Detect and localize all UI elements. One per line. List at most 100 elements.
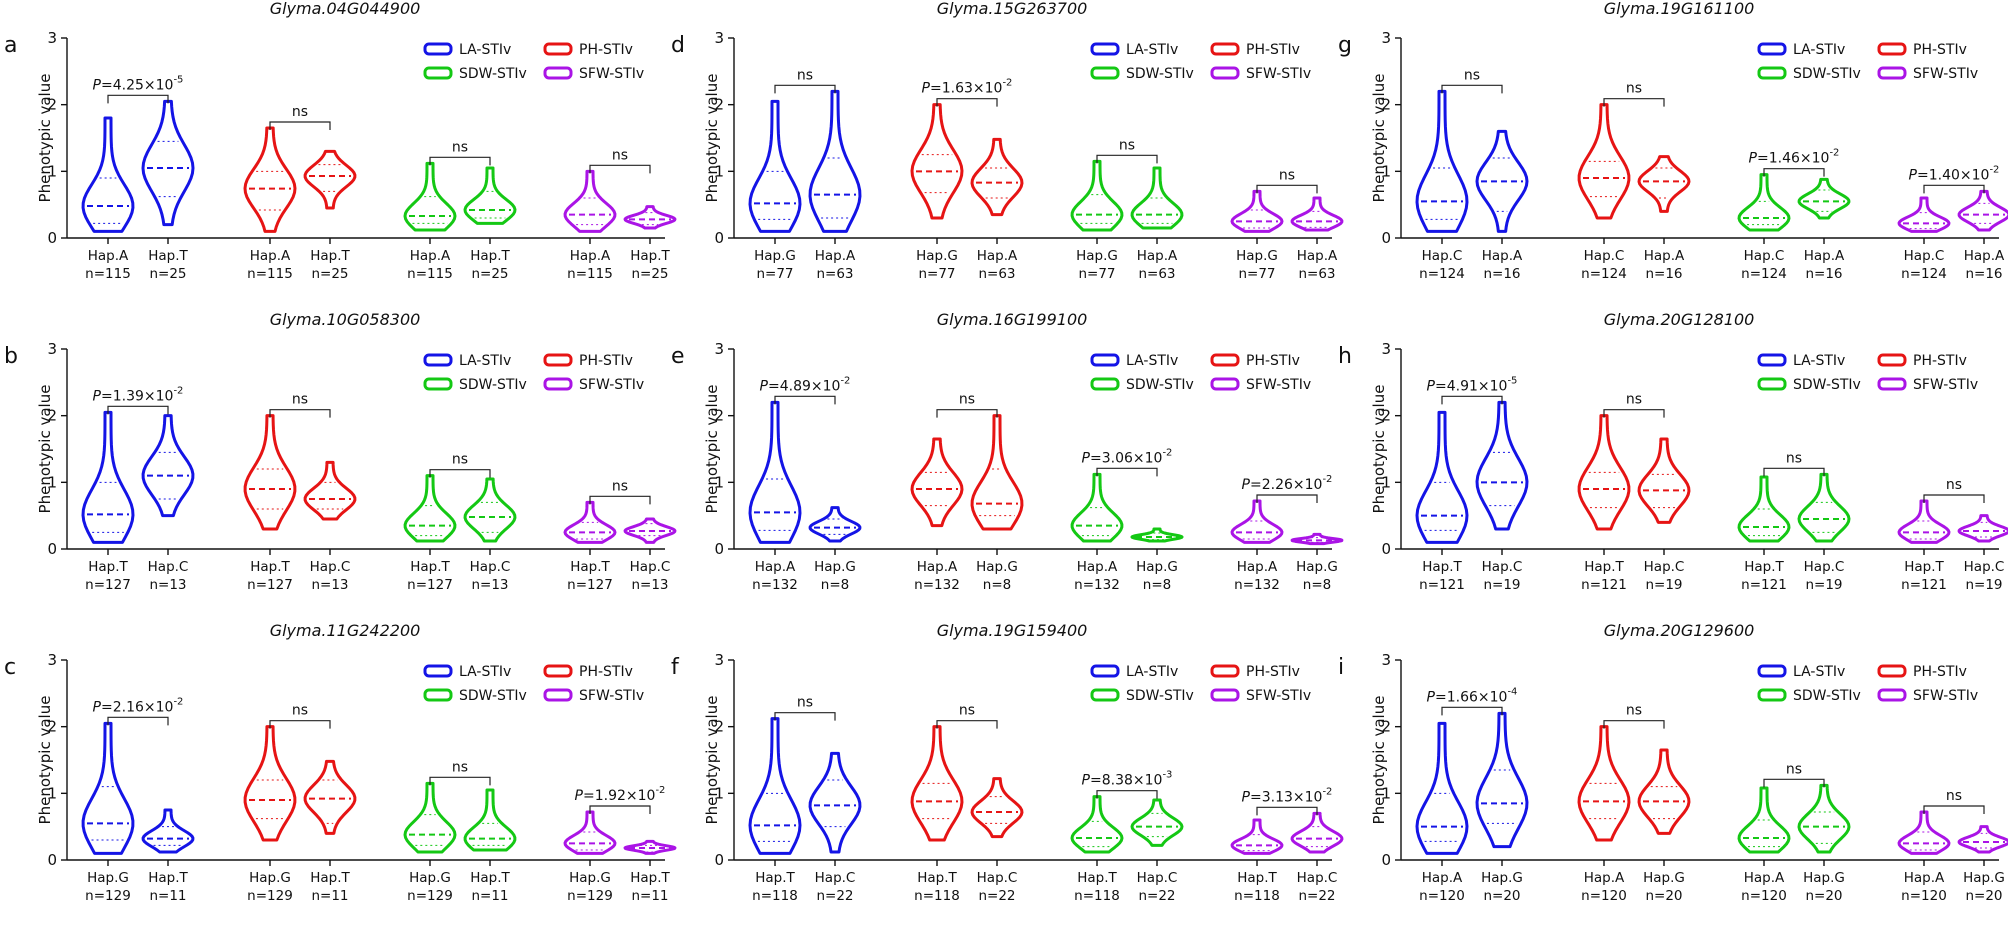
- panel-title: Glyma.15G263700: [937, 0, 1088, 18]
- legend-swatch: [1210, 377, 1240, 391]
- panel-title: Glyma.19G159400: [937, 621, 1088, 640]
- legend-swatch: [1757, 42, 1787, 56]
- sample-size-label: n=120: [1419, 888, 1465, 904]
- legend-label: SDW-STIv: [459, 66, 527, 82]
- violin-sfw-stiv-2: [623, 517, 677, 544]
- sample-size-label: n=8: [983, 577, 1011, 593]
- legend-label: PH-STIv: [1913, 42, 1967, 58]
- violin-la-stiv-1: [1415, 721, 1469, 855]
- violin-sfw-stiv-1: [1897, 196, 1951, 233]
- violin-ph-stiv-2: [303, 460, 357, 521]
- x-tick-label: Hap.A: [88, 248, 129, 264]
- significance-ns: ns: [1464, 67, 1480, 83]
- panel-letter: i: [1338, 655, 1344, 680]
- violin-sfw-stiv-1: [1230, 818, 1284, 855]
- x-tick-label: Hap.G: [976, 559, 1018, 575]
- panel-title: Glyma.20G128100: [1604, 310, 1755, 329]
- significance-bracket: [269, 720, 331, 729]
- legend-swatch: [1757, 353, 1787, 367]
- violin-sdw-stiv-1: [1070, 159, 1124, 232]
- panel-letter: a: [4, 33, 17, 58]
- sample-size-label: n=25: [631, 266, 668, 282]
- sample-size-label: n=115: [85, 266, 131, 282]
- x-tick-label: Hap.A: [1482, 248, 1523, 264]
- y-tick-label: 1: [714, 162, 724, 180]
- legend-swatch: [1877, 664, 1907, 678]
- violin-ph-stiv-1: [910, 437, 964, 528]
- violin-sfw-stiv-2: [1290, 532, 1344, 546]
- sample-size-label: n=16: [1483, 266, 1520, 282]
- significance-p: P=1.40×10-2: [1909, 164, 2000, 183]
- significance-ns: ns: [959, 703, 975, 719]
- x-tick-label: Hap.A: [1804, 248, 1845, 264]
- significance-bracket: [107, 405, 169, 415]
- violin-sdw-stiv-2: [463, 788, 517, 852]
- x-tick-label: Hap.T: [88, 559, 128, 575]
- x-tick-label: Hap.A: [917, 559, 958, 575]
- significance-bracket: [107, 94, 169, 104]
- panel-letter: e: [671, 344, 685, 369]
- sample-size-label: n=127: [85, 577, 131, 593]
- x-tick-label: Hap.A: [1422, 870, 1463, 886]
- sample-size-label: n=25: [149, 266, 186, 282]
- sample-size-label: n=20: [1645, 888, 1682, 904]
- significance-bracket: [429, 469, 491, 478]
- x-tick-label: Hap.T: [917, 870, 957, 886]
- violin-sdw-stiv-1: [403, 474, 457, 543]
- panel-title: Glyma.10G058300: [270, 310, 421, 329]
- violin-sfw-stiv-2: [1957, 825, 2008, 854]
- violin-sfw-stiv-1: [1897, 499, 1951, 544]
- x-tick-label: Hap.A: [1744, 870, 1785, 886]
- significance-ns: ns: [452, 759, 468, 775]
- legend-swatch: [1877, 688, 1907, 702]
- significance-ns: ns: [959, 392, 975, 408]
- x-tick-label: Hap.A: [977, 248, 1018, 264]
- significance-ns: ns: [1786, 761, 1802, 777]
- sample-size-label: n=19: [1965, 577, 2002, 593]
- significance-ns: ns: [1626, 81, 1642, 97]
- legend-label: SDW-STIv: [1126, 377, 1194, 393]
- violin-la-stiv-1: [748, 99, 802, 233]
- y-axis-label: Phenotypic value: [36, 696, 54, 825]
- violin-la-stiv-1: [1415, 89, 1469, 233]
- panel-title: Glyma.11G242200: [270, 621, 421, 640]
- panel-title: Glyma.19G161100: [1604, 0, 1755, 18]
- x-tick-label: Hap.C: [815, 870, 856, 886]
- significance-bracket: [1603, 720, 1665, 729]
- violin-sfw-stiv-1: [563, 810, 617, 855]
- violin-sfw-stiv-2: [623, 839, 677, 855]
- x-tick-label: Hap.A: [250, 248, 291, 264]
- sample-size-label: n=16: [1965, 266, 2002, 282]
- sample-size-label: n=129: [407, 888, 453, 904]
- sample-size-label: n=124: [1901, 266, 1947, 282]
- x-tick-label: Hap.A: [1904, 870, 1945, 886]
- legend-swatch: [1757, 664, 1787, 678]
- y-axis-label: Phenotypic value: [36, 385, 54, 514]
- sample-size-label: n=132: [1234, 577, 1280, 593]
- x-tick-label: Hap.T: [148, 248, 188, 264]
- violin-sdw-stiv-2: [463, 477, 517, 543]
- sample-size-label: n=115: [247, 266, 293, 282]
- panel-letter: g: [1338, 33, 1352, 58]
- y-tick-label: 2: [714, 96, 724, 114]
- significance-ns: ns: [1786, 450, 1802, 466]
- significance-ns: ns: [1279, 167, 1295, 183]
- y-tick-label: 0: [714, 229, 724, 247]
- x-tick-label: Hap.G: [569, 870, 611, 886]
- legend-label: LA-STIv: [459, 42, 511, 58]
- legend-swatch: [423, 664, 453, 678]
- significance-p: P=2.16×10-2: [93, 696, 184, 715]
- x-tick-label: Hap.G: [814, 559, 856, 575]
- legend-swatch: [1757, 377, 1787, 391]
- significance-p: P=1.46×10-2: [1749, 148, 1840, 167]
- y-tick-label: 3: [47, 29, 57, 47]
- legend-label: SDW-STIv: [459, 377, 527, 393]
- sample-size-label: n=20: [1483, 888, 1520, 904]
- violin-la-stiv-2: [808, 506, 862, 543]
- sample-size-label: n=11: [149, 888, 186, 904]
- significance-ns: ns: [797, 695, 813, 711]
- legend-label: LA-STIv: [459, 664, 511, 680]
- violin-sfw-stiv-1: [563, 500, 617, 544]
- sample-size-label: n=120: [1741, 888, 1787, 904]
- significance-bracket: [774, 395, 836, 405]
